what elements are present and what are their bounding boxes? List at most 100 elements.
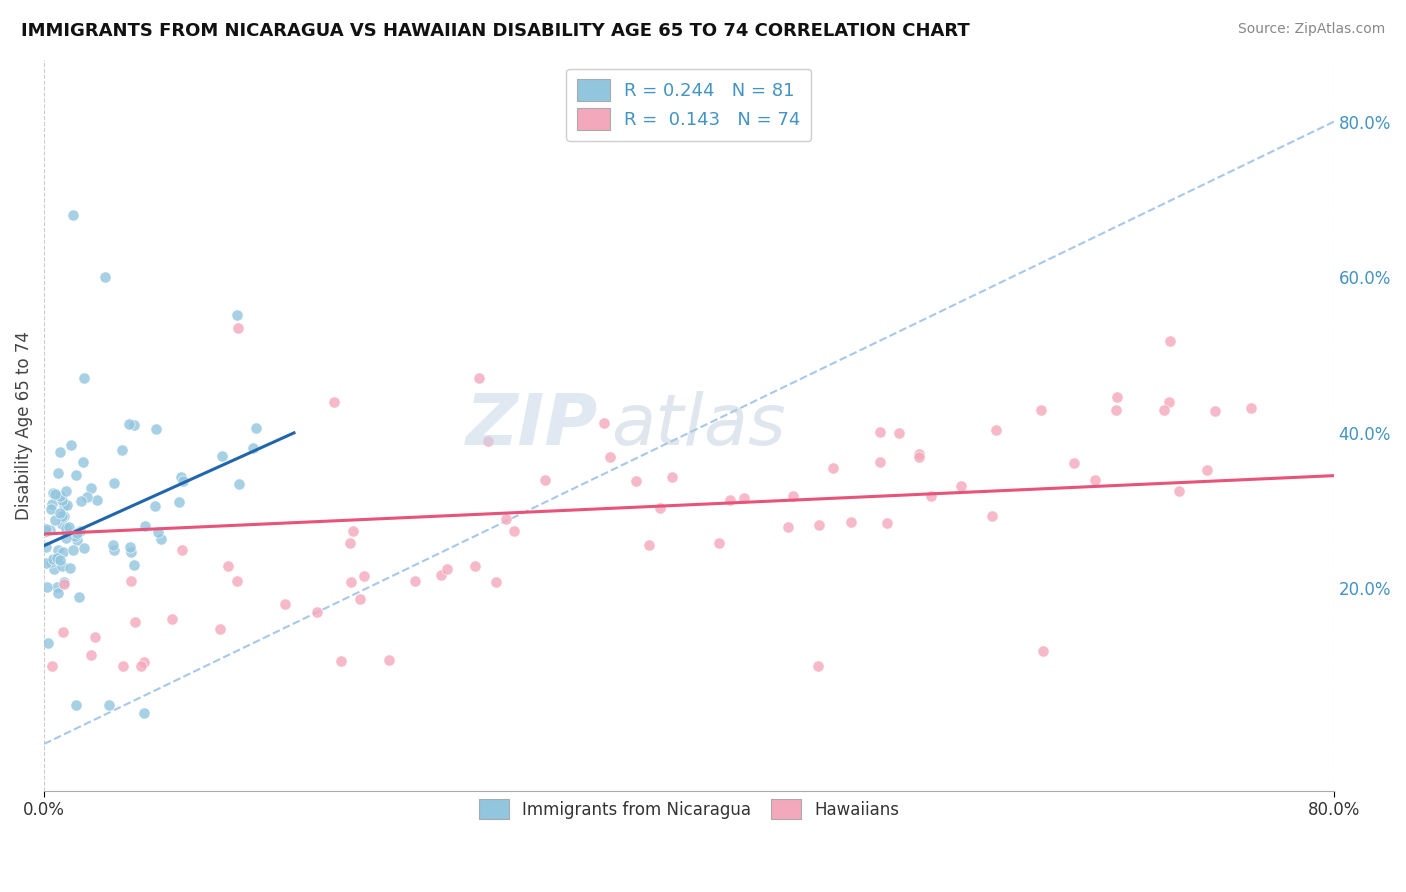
Point bbox=[44, 487, 66, 501]
Point bbox=[211, 450, 233, 464]
Point bbox=[49, 490, 72, 504]
Point bbox=[46, 467, 69, 481]
Point bbox=[981, 508, 1004, 523]
Point bbox=[485, 574, 508, 589]
Text: atlas: atlas bbox=[612, 391, 786, 459]
Point bbox=[464, 558, 486, 573]
Point bbox=[83, 631, 105, 645]
Point bbox=[103, 475, 125, 490]
Point bbox=[51, 493, 73, 508]
Point bbox=[169, 494, 191, 508]
Point bbox=[41, 659, 63, 673]
Point bbox=[122, 558, 145, 572]
Point bbox=[807, 518, 830, 533]
Point bbox=[226, 308, 249, 322]
Point bbox=[55, 520, 77, 534]
Point bbox=[1159, 334, 1181, 348]
Point bbox=[124, 417, 146, 432]
Point bbox=[172, 474, 194, 488]
Point bbox=[52, 577, 75, 591]
Point bbox=[1031, 402, 1053, 417]
Point bbox=[593, 416, 616, 430]
Point bbox=[53, 498, 76, 512]
Point bbox=[53, 508, 76, 523]
Point bbox=[869, 455, 891, 469]
Point bbox=[73, 541, 96, 555]
Point bbox=[86, 493, 108, 508]
Point bbox=[45, 551, 67, 566]
Point bbox=[170, 470, 193, 484]
Point bbox=[648, 501, 671, 516]
Point bbox=[342, 524, 364, 538]
Point bbox=[624, 474, 647, 488]
Point bbox=[143, 499, 166, 513]
Point bbox=[134, 518, 156, 533]
Point bbox=[52, 625, 75, 640]
Text: ZIP: ZIP bbox=[467, 391, 599, 459]
Point bbox=[49, 552, 72, 566]
Point bbox=[124, 615, 146, 629]
Point bbox=[132, 706, 155, 720]
Point bbox=[150, 533, 173, 547]
Point bbox=[340, 575, 363, 590]
Point bbox=[42, 561, 65, 575]
Point bbox=[876, 516, 898, 531]
Point bbox=[245, 421, 267, 435]
Point bbox=[172, 543, 194, 558]
Point bbox=[821, 461, 844, 475]
Point bbox=[72, 455, 94, 469]
Text: Source: ZipAtlas.com: Source: ZipAtlas.com bbox=[1237, 22, 1385, 37]
Point bbox=[148, 524, 170, 539]
Point bbox=[56, 498, 79, 512]
Point bbox=[69, 524, 91, 538]
Point bbox=[599, 450, 621, 464]
Point bbox=[42, 486, 65, 500]
Point bbox=[80, 648, 103, 662]
Point bbox=[58, 520, 80, 534]
Point bbox=[51, 508, 73, 523]
Point bbox=[378, 652, 401, 666]
Point bbox=[35, 580, 58, 594]
Point bbox=[225, 574, 247, 588]
Point bbox=[349, 592, 371, 607]
Point bbox=[782, 489, 804, 503]
Point bbox=[339, 535, 361, 549]
Point bbox=[66, 533, 89, 547]
Point bbox=[80, 481, 103, 495]
Point bbox=[273, 597, 295, 611]
Point bbox=[59, 438, 82, 452]
Point bbox=[226, 321, 249, 335]
Point bbox=[162, 612, 184, 626]
Point bbox=[35, 557, 58, 571]
Point bbox=[48, 506, 70, 520]
Point bbox=[55, 531, 77, 545]
Point bbox=[436, 561, 458, 575]
Point bbox=[1159, 394, 1181, 409]
Point bbox=[869, 425, 891, 439]
Point bbox=[807, 659, 830, 673]
Point bbox=[73, 371, 96, 385]
Point bbox=[534, 473, 557, 487]
Point bbox=[70, 493, 93, 508]
Point bbox=[112, 659, 135, 673]
Point bbox=[718, 492, 741, 507]
Point bbox=[120, 544, 142, 558]
Text: IMMIGRANTS FROM NICARAGUA VS HAWAIIAN DISABILITY AGE 65 TO 74 CORRELATION CHART: IMMIGRANTS FROM NICARAGUA VS HAWAIIAN DI… bbox=[21, 22, 970, 40]
Point bbox=[468, 371, 491, 385]
Point bbox=[103, 542, 125, 557]
Point bbox=[67, 590, 90, 604]
Point bbox=[120, 574, 142, 589]
Point bbox=[101, 538, 124, 552]
Point bbox=[76, 491, 98, 505]
Point bbox=[949, 479, 972, 493]
Point bbox=[65, 467, 87, 482]
Point bbox=[1204, 404, 1226, 418]
Point bbox=[907, 450, 929, 464]
Point bbox=[1104, 403, 1126, 417]
Point bbox=[38, 523, 60, 537]
Point bbox=[129, 659, 152, 673]
Point bbox=[46, 542, 69, 557]
Point bbox=[908, 447, 931, 461]
Point bbox=[1240, 401, 1263, 415]
Point bbox=[638, 538, 661, 552]
